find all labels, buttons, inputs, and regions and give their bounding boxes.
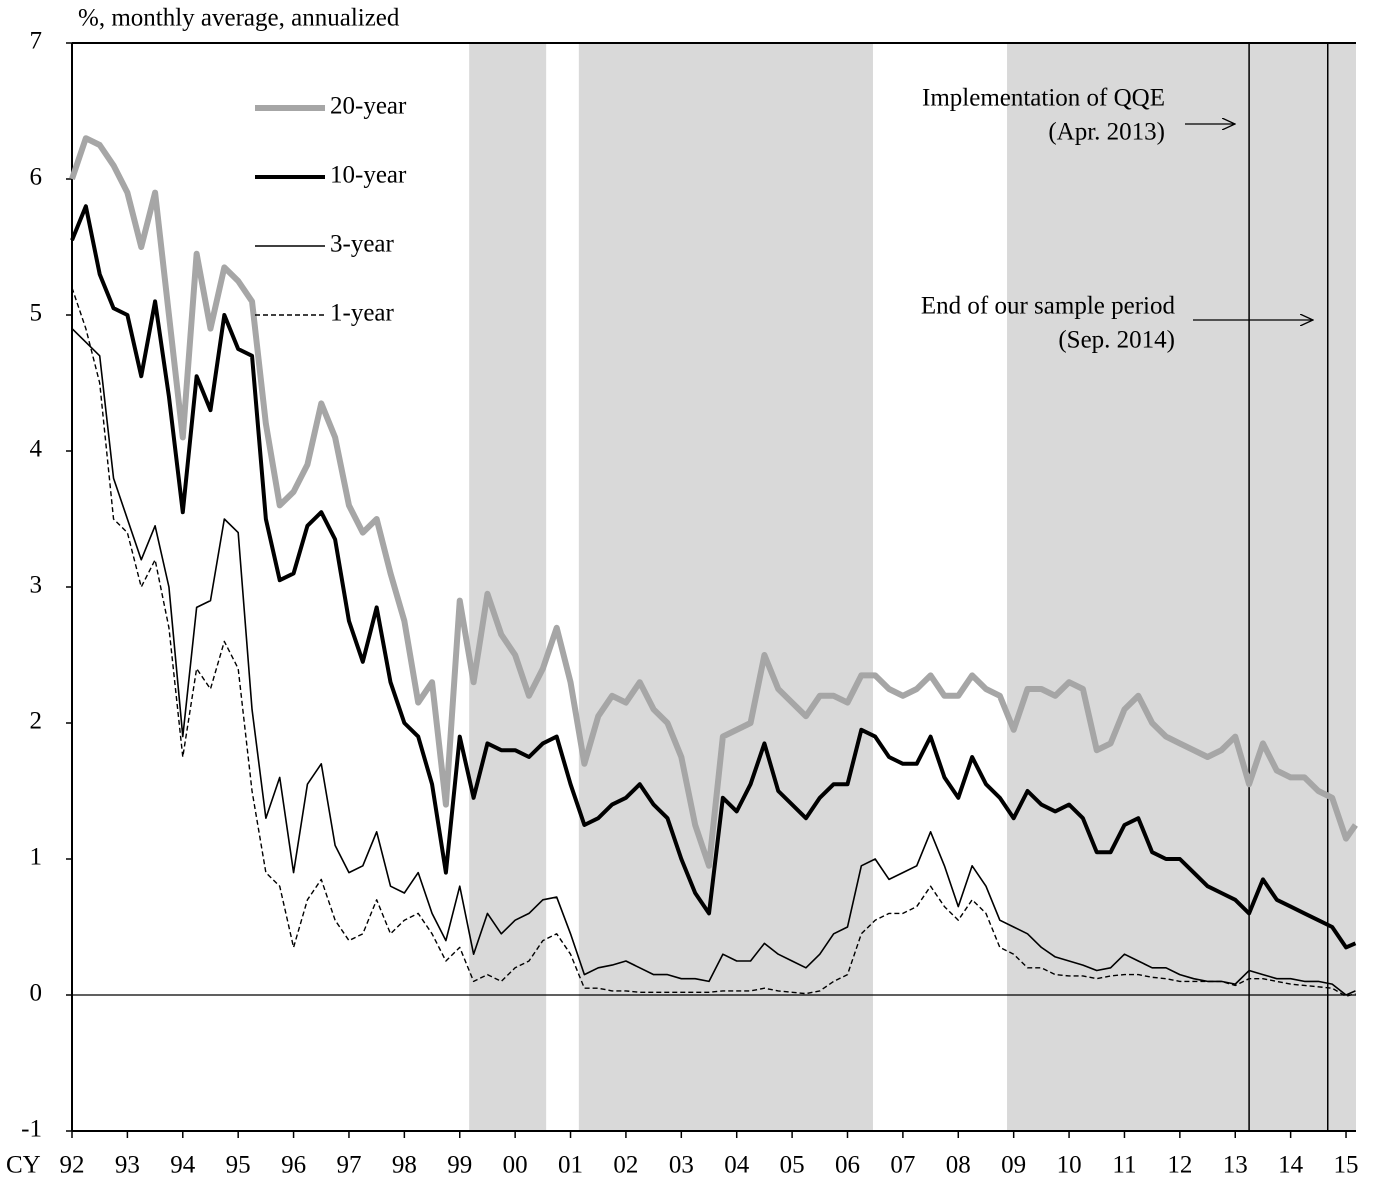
- y-tick-label: 7: [30, 28, 43, 55]
- y-tick-label: 0: [30, 980, 43, 1007]
- x-tick-label: 99: [447, 1152, 472, 1179]
- x-tick-label: 09: [1001, 1152, 1026, 1179]
- y-tick-label: 5: [30, 300, 43, 327]
- x-tick-label: 98: [392, 1152, 417, 1179]
- legend-label: 1-year: [330, 300, 395, 327]
- x-tick-label: 95: [226, 1152, 251, 1179]
- y-tick-label: 6: [30, 164, 43, 191]
- legend-label: 3-year: [330, 231, 395, 258]
- annotation: (Apr. 2013): [1048, 119, 1165, 146]
- shaded-period: [1007, 43, 1356, 1131]
- background-layer: [66, 42, 1356, 1138]
- x-tick-label: 01: [558, 1152, 583, 1179]
- x-tick-label: 97: [336, 1152, 361, 1179]
- x-tick-label: 13: [1223, 1152, 1248, 1179]
- y-tick-label: 4: [30, 436, 43, 463]
- annotation: End of our sample period: [921, 293, 1176, 320]
- x-tick-label: 07: [890, 1152, 915, 1179]
- x-tick-label: 15: [1334, 1152, 1359, 1179]
- series-line: [71, 287, 1356, 998]
- x-tick-label: 05: [780, 1152, 805, 1179]
- y-tick-label: 1: [30, 844, 43, 871]
- x-tick-label: 92: [60, 1152, 85, 1179]
- x-tick-label: 03: [669, 1152, 694, 1179]
- shaded-period: [469, 43, 547, 1131]
- x-tick-label: 08: [946, 1152, 971, 1179]
- annotation: Implementation of QQE: [922, 85, 1165, 112]
- y-axis-label: %, monthly average, annualized: [78, 5, 400, 32]
- series-line: [70, 204, 1357, 950]
- shaded-period: [578, 43, 873, 1131]
- y-tick-label: 3: [30, 572, 43, 599]
- x-tick-label: 11: [1112, 1152, 1136, 1179]
- x-tick-label: 00: [503, 1152, 528, 1179]
- y-tick-label: -1: [21, 1116, 42, 1143]
- y-tick-label: 2: [30, 708, 43, 735]
- annotation: (Sep. 2014): [1058, 327, 1175, 354]
- x-tick-label: 93: [115, 1152, 140, 1179]
- x-tick-label: 94: [170, 1152, 196, 1179]
- series-line: [71, 328, 1356, 996]
- x-axis-label: CY: [6, 1152, 41, 1179]
- x-tick-label: 96: [281, 1152, 306, 1179]
- x-tick-label: 06: [835, 1152, 860, 1179]
- x-tick-label: 02: [613, 1152, 638, 1179]
- legend-label: 20-year: [330, 93, 407, 120]
- x-tick-label: 14: [1278, 1152, 1304, 1179]
- series-line: [69, 135, 1358, 869]
- x-tick-label: 10: [1057, 1152, 1082, 1179]
- legend-label: 10-year: [330, 162, 407, 189]
- x-tick-label: 04: [724, 1152, 750, 1179]
- x-tick-label: 12: [1167, 1152, 1192, 1179]
